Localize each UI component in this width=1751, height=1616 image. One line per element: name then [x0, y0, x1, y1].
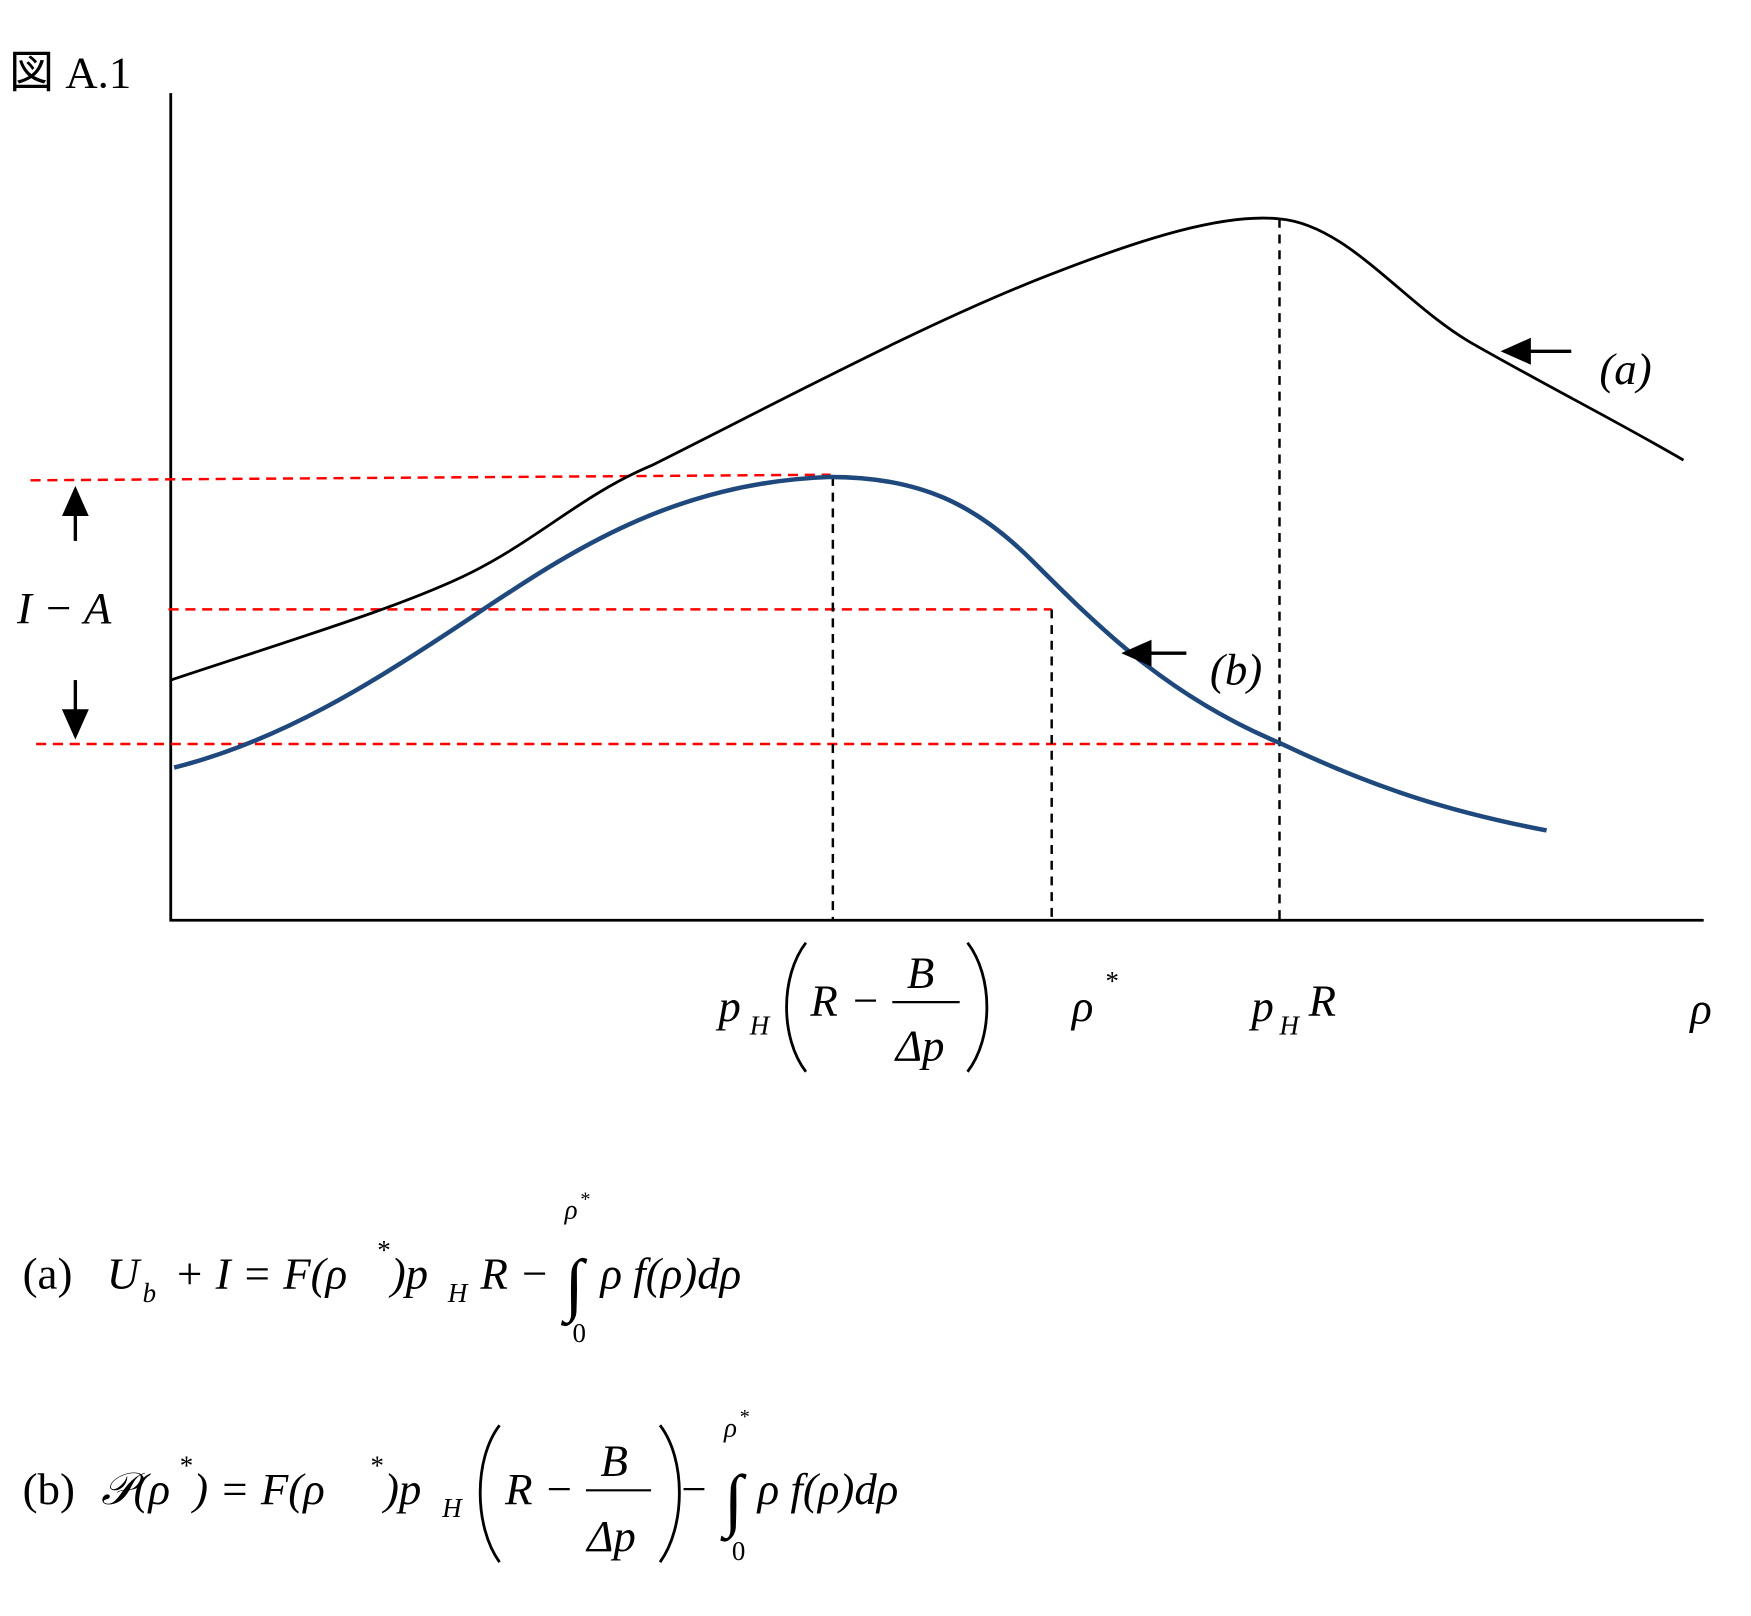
x-label: B [907, 948, 934, 998]
paren [658, 1424, 681, 1563]
equation-a: H [447, 1278, 469, 1308]
paren [966, 941, 989, 1073]
curve-label: (a) [1599, 344, 1651, 394]
equation-a: * [377, 1235, 390, 1265]
equation-b: 𝒫(ρ [101, 1464, 170, 1514]
equation-a: ∫ [561, 1246, 588, 1326]
equation-b: − [681, 1464, 706, 1514]
equation-a: R − [479, 1248, 549, 1298]
equation-a: 0 [573, 1318, 586, 1348]
paren [785, 941, 808, 1073]
equation-b: ρ [723, 1412, 737, 1442]
equation-b: Δp [585, 1511, 636, 1561]
curve-label: (b) [1210, 645, 1262, 695]
equation-a: * [580, 1188, 590, 1210]
equation-a: ρ [564, 1195, 578, 1225]
x-label: Δp [894, 1021, 945, 1071]
equation-a: )p [388, 1248, 428, 1298]
equation-b: H [441, 1493, 463, 1523]
x-label: H [1279, 1011, 1301, 1041]
figure-title: 図 A.1 [9, 48, 131, 98]
y-label: I − A [16, 583, 112, 633]
x-label: * [1106, 966, 1119, 996]
equation-b: * [180, 1451, 193, 1481]
equation-b: ) = F(ρ [190, 1464, 325, 1514]
curve-a [170, 216, 1685, 682]
curve-b [173, 474, 1548, 833]
equation-a: (a) [23, 1248, 73, 1298]
equation-a: U [107, 1248, 142, 1298]
equation-b: ρ f(ρ)dρ [756, 1464, 899, 1514]
x-label: p [715, 981, 740, 1031]
equation-a: ρ f(ρ)dρ [599, 1248, 742, 1298]
equation-a: b [143, 1278, 156, 1308]
equation-b: )p [381, 1464, 421, 1514]
equation-b: (b) [23, 1464, 75, 1514]
equation-b: * [371, 1451, 384, 1481]
equation-b: B [601, 1436, 628, 1486]
x-label: ρ [1070, 981, 1094, 1031]
paren [478, 1424, 501, 1563]
equation-b: R − [504, 1464, 574, 1514]
equation-b: ∫ [720, 1462, 747, 1542]
red-guide [30, 473, 831, 482]
x-label: R [1308, 976, 1336, 1026]
x-label: − [853, 976, 878, 1026]
equation-a: + I = F(ρ [174, 1248, 347, 1298]
equation-b: * [740, 1406, 750, 1428]
x-label: R [809, 976, 837, 1026]
x-label: H [749, 1011, 771, 1041]
equation-b: 0 [732, 1536, 745, 1566]
x-label: p [1248, 981, 1273, 1031]
x-label: ρ [1688, 983, 1712, 1033]
